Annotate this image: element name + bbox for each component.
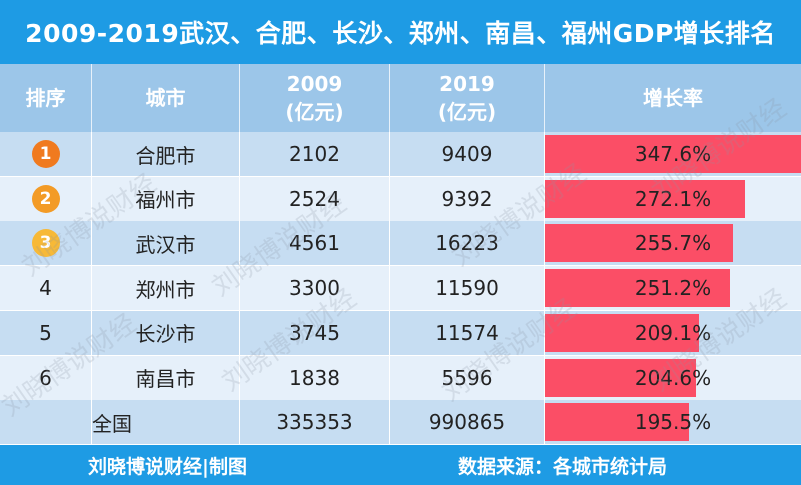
growth-bar	[545, 403, 689, 442]
growth-label: 204.6%	[634, 365, 712, 390]
title-bar: 2009-2019武汉、合肥、长沙、郑州、南昌、福州GDP增长排名	[0, 0, 801, 64]
gdp-2019-cell: 990865	[390, 400, 545, 445]
rank-cell: 6	[0, 355, 92, 400]
city-cell: 长沙市	[92, 310, 240, 355]
header-2009: 2009 (亿元)	[240, 64, 390, 132]
rank-label: 4	[39, 276, 52, 301]
city-cell: 武汉市	[92, 221, 240, 266]
gdp-2009-cell: 2524	[240, 176, 390, 221]
rank-label: 6	[39, 365, 52, 390]
header-2009-unit: (亿元)	[285, 100, 344, 124]
rank-cell: 5	[0, 310, 92, 355]
city-cell: 南昌市	[92, 355, 240, 400]
rank-cell: 3	[0, 221, 92, 266]
rank-cell: 2	[0, 176, 92, 221]
header-growth-label: 增长率	[643, 86, 703, 110]
growth-bar	[545, 179, 745, 218]
header-city: 城市	[92, 64, 240, 132]
gdp-2019-cell: 11590	[390, 266, 545, 311]
growth-label: 209.1%	[634, 320, 712, 345]
gdp-2009-cell: 3300	[240, 266, 390, 311]
city-cell: 合肥市	[92, 132, 240, 176]
city-cell: 全国	[92, 400, 240, 445]
table-row: 4 郑州市 3300 11590 251.2%	[0, 266, 801, 311]
header-growth: 增长率	[545, 64, 801, 132]
rank-label: 5	[39, 320, 52, 345]
rank-cell	[0, 400, 92, 445]
growth-label: 347.6%	[634, 142, 712, 166]
growth-bar	[545, 313, 699, 352]
table-header: 排序 城市 2009 (亿元) 2019 (亿元) 增长率	[0, 64, 801, 132]
header-2019-label: 2019	[439, 72, 495, 96]
rank-medal-icon: 1	[31, 140, 60, 168]
rank-cell: 1	[0, 132, 92, 176]
gdp-2009-cell: 335353	[240, 400, 390, 445]
gdp-2019-cell: 11574	[390, 310, 545, 355]
city-cell: 福州市	[92, 176, 240, 221]
rank-cell: 4	[0, 266, 92, 311]
footer-credit: 刘晓博说财经|制图	[88, 455, 247, 478]
gdp-2019-cell: 9392	[390, 176, 545, 221]
growth-label: 195.5%	[634, 410, 712, 435]
footer-source: 数据来源：各城市统计局	[458, 455, 668, 478]
growth-bar	[545, 269, 730, 308]
table-row: 6 南昌市 1838 5596 204.6%	[0, 355, 801, 400]
growth-bar	[545, 358, 696, 397]
growth-label: 255.7%	[634, 231, 712, 256]
table-row-total: 全国 335353 990865 195.5%	[0, 400, 801, 445]
header-2019-unit: (亿元)	[437, 100, 497, 124]
table-row: 1 合肥市 2102 9409 347.6%	[0, 132, 801, 176]
growth-label: 251.2%	[634, 276, 712, 301]
gdp-2009-cell: 3745	[240, 310, 390, 355]
header-2019: 2019 (亿元)	[390, 64, 545, 132]
gdp-2019-cell: 16223	[390, 221, 545, 266]
growth-bar	[545, 135, 801, 173]
table-row: 5 长沙市 3745 11574 209.1%	[0, 310, 801, 355]
rank-medal-icon: 2	[31, 184, 60, 213]
rank-medal-icon: 3	[31, 229, 60, 258]
gdp-2019-cell: 9409	[390, 132, 545, 176]
gdp-2019-cell: 5596	[390, 355, 545, 400]
gdp-2009-cell: 4561	[240, 221, 390, 266]
header-2009-label: 2009	[286, 72, 343, 96]
table-row: 3 武汉市 4561 16223 255.7%	[0, 221, 801, 266]
gdp-2009-cell: 2102	[240, 132, 390, 176]
table-row: 2 福州市 2524 9392 272.1%	[0, 176, 801, 221]
header-rank: 排序	[0, 64, 92, 132]
gdp-table: 排序 城市 2009 (亿元) 2019 (亿元) 增长率 1 合肥市 2102 94…	[0, 64, 801, 445]
growth-label: 272.1%	[634, 186, 712, 211]
growth-bar	[545, 224, 733, 263]
city-cell: 郑州市	[92, 266, 240, 311]
chart-title: 2009-2019武汉、合肥、长沙、郑州、南昌、福州GDP增长排名	[25, 19, 776, 48]
gdp-2009-cell: 1838	[240, 355, 390, 400]
header-city-label: 城市	[145, 86, 186, 110]
header-rank-label: 排序	[25, 86, 66, 110]
footer-bar: 刘晓博说财经|制图 数据来源：各城市统计局	[0, 445, 801, 485]
